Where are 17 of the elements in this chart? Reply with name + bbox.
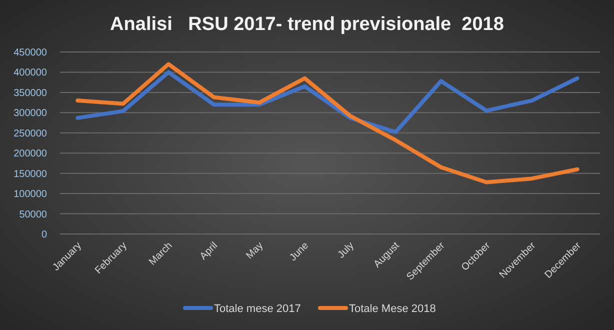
line-series bbox=[76, 70, 580, 134]
legend-label: Totale Mese 2018 bbox=[349, 302, 436, 315]
y-tick-label: 50000 bbox=[19, 209, 48, 220]
y-tick-label: 300000 bbox=[14, 108, 48, 120]
x-tick-label: May bbox=[244, 240, 266, 262]
y-tick-label: 350000 bbox=[14, 88, 48, 99]
y-tick-label: 150000 bbox=[14, 168, 48, 180]
legend-label: Totale mese 2017 bbox=[214, 302, 301, 315]
y-tick-label: 250000 bbox=[14, 128, 48, 140]
line-series bbox=[76, 62, 580, 184]
y-tick-label: 450000 bbox=[14, 48, 48, 58]
y-tick-label: 200000 bbox=[14, 148, 48, 160]
y-tick-label: 0 bbox=[41, 230, 48, 240]
y-tick-label: 400000 bbox=[14, 68, 48, 79]
y-tick-label: 100000 bbox=[14, 189, 48, 200]
chart-title: Analisi RSU 2017- trend previsionale 2018 bbox=[110, 14, 504, 35]
x-tick-label: July bbox=[336, 240, 356, 261]
